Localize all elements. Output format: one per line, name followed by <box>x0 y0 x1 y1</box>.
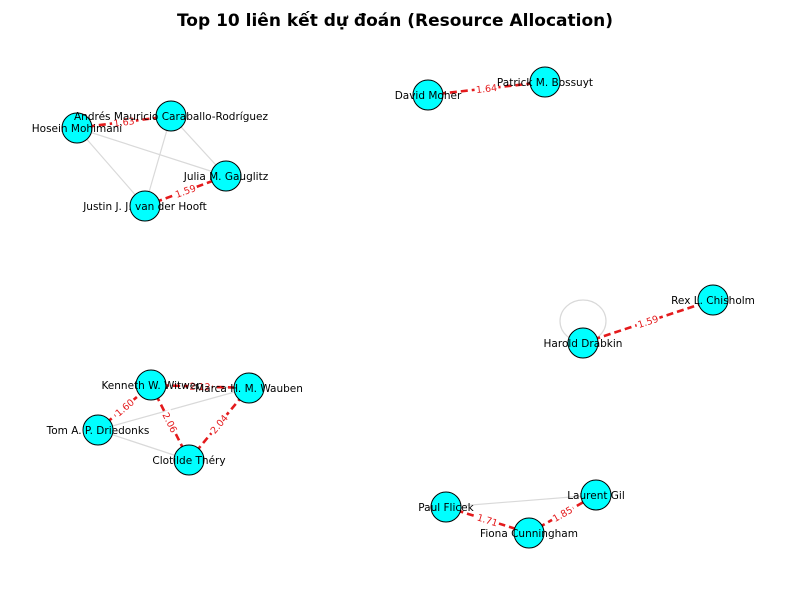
node-label-kenneth: Kenneth W. Witwer <box>101 380 201 392</box>
node-label-patrick: Patrick M. Bossuyt <box>497 77 593 89</box>
existing-edge <box>144 115 172 207</box>
existing-edge <box>445 494 597 508</box>
node-label-hosein: Hosein Mohimani <box>32 123 122 135</box>
predicted-link-score: 1.64 <box>473 80 500 96</box>
existing-edges <box>76 115 607 508</box>
node-label-andres: Andrés Mauricio Caraballo-Rodríguez <box>74 111 268 123</box>
node-label-harold: Harold Drabkin <box>544 338 623 350</box>
node-julia <box>210 160 242 192</box>
existing-edge <box>76 127 146 207</box>
graph-nodes <box>61 66 729 549</box>
node-david <box>412 79 444 111</box>
node-paul <box>430 491 462 523</box>
node-tom <box>82 414 114 446</box>
predicted-link-score: 1.59 <box>634 311 662 331</box>
existing-edge <box>97 387 250 431</box>
existing-edge <box>76 127 227 177</box>
predicted-link-score: 1.85 <box>548 502 576 525</box>
node-laurent <box>580 479 612 511</box>
node-harold <box>567 327 599 359</box>
node-fiona <box>513 517 545 549</box>
existing-edge <box>97 429 190 461</box>
score-label: 1.71 <box>475 513 498 530</box>
predicted-link-score: 1.63 <box>111 114 137 130</box>
edge-score-labels: 1.631.591.641.591.602.06 2.042.121.71 1.85 <box>111 80 662 530</box>
node-hosein <box>61 112 93 144</box>
node-label-tom: Tom A. P. Driedonks <box>46 425 150 437</box>
score-label: 1.64 <box>475 83 497 96</box>
predicted-link-score: 1.59 <box>171 180 199 201</box>
node-clotilde <box>173 444 205 476</box>
node-label-justin: Justin J. J. van der Hooft <box>82 201 207 213</box>
node-label-david: David Moher <box>395 90 462 102</box>
node-label-paul: Paul Flicek <box>418 502 474 514</box>
node-label-fiona: Fiona Cunningham <box>480 528 578 540</box>
score-label: 1.59 <box>637 314 661 331</box>
node-label-marca: Marca H. M. Wauben <box>195 383 303 395</box>
node-patrick <box>529 66 561 98</box>
chart-title: Top 10 liên kết dự đoán (Resource Alloca… <box>177 10 613 31</box>
node-kenneth <box>135 369 167 401</box>
score-label: 1.63 <box>113 116 135 130</box>
score-label: 2.06 <box>159 411 178 435</box>
score-label: 2.12 <box>189 382 210 394</box>
predicted-link-score: 2.12 <box>187 379 213 394</box>
predicted-link-score: 2.06 <box>159 408 182 436</box>
score-label: 1.59 <box>174 183 198 201</box>
node-label-clotilde: Clotilde Théry <box>152 455 225 467</box>
node-marca <box>233 372 265 404</box>
node-rex <box>697 284 729 316</box>
node-justin <box>129 190 161 222</box>
node-andres <box>155 100 187 132</box>
node-label-rex: Rex L. Chisholm <box>671 295 755 307</box>
node-label-laurent: Laurent Gil <box>567 490 625 502</box>
predicted-link-score: 1.71 <box>474 510 501 530</box>
node-label-julia: Julia M. Gauglitz <box>183 171 269 183</box>
